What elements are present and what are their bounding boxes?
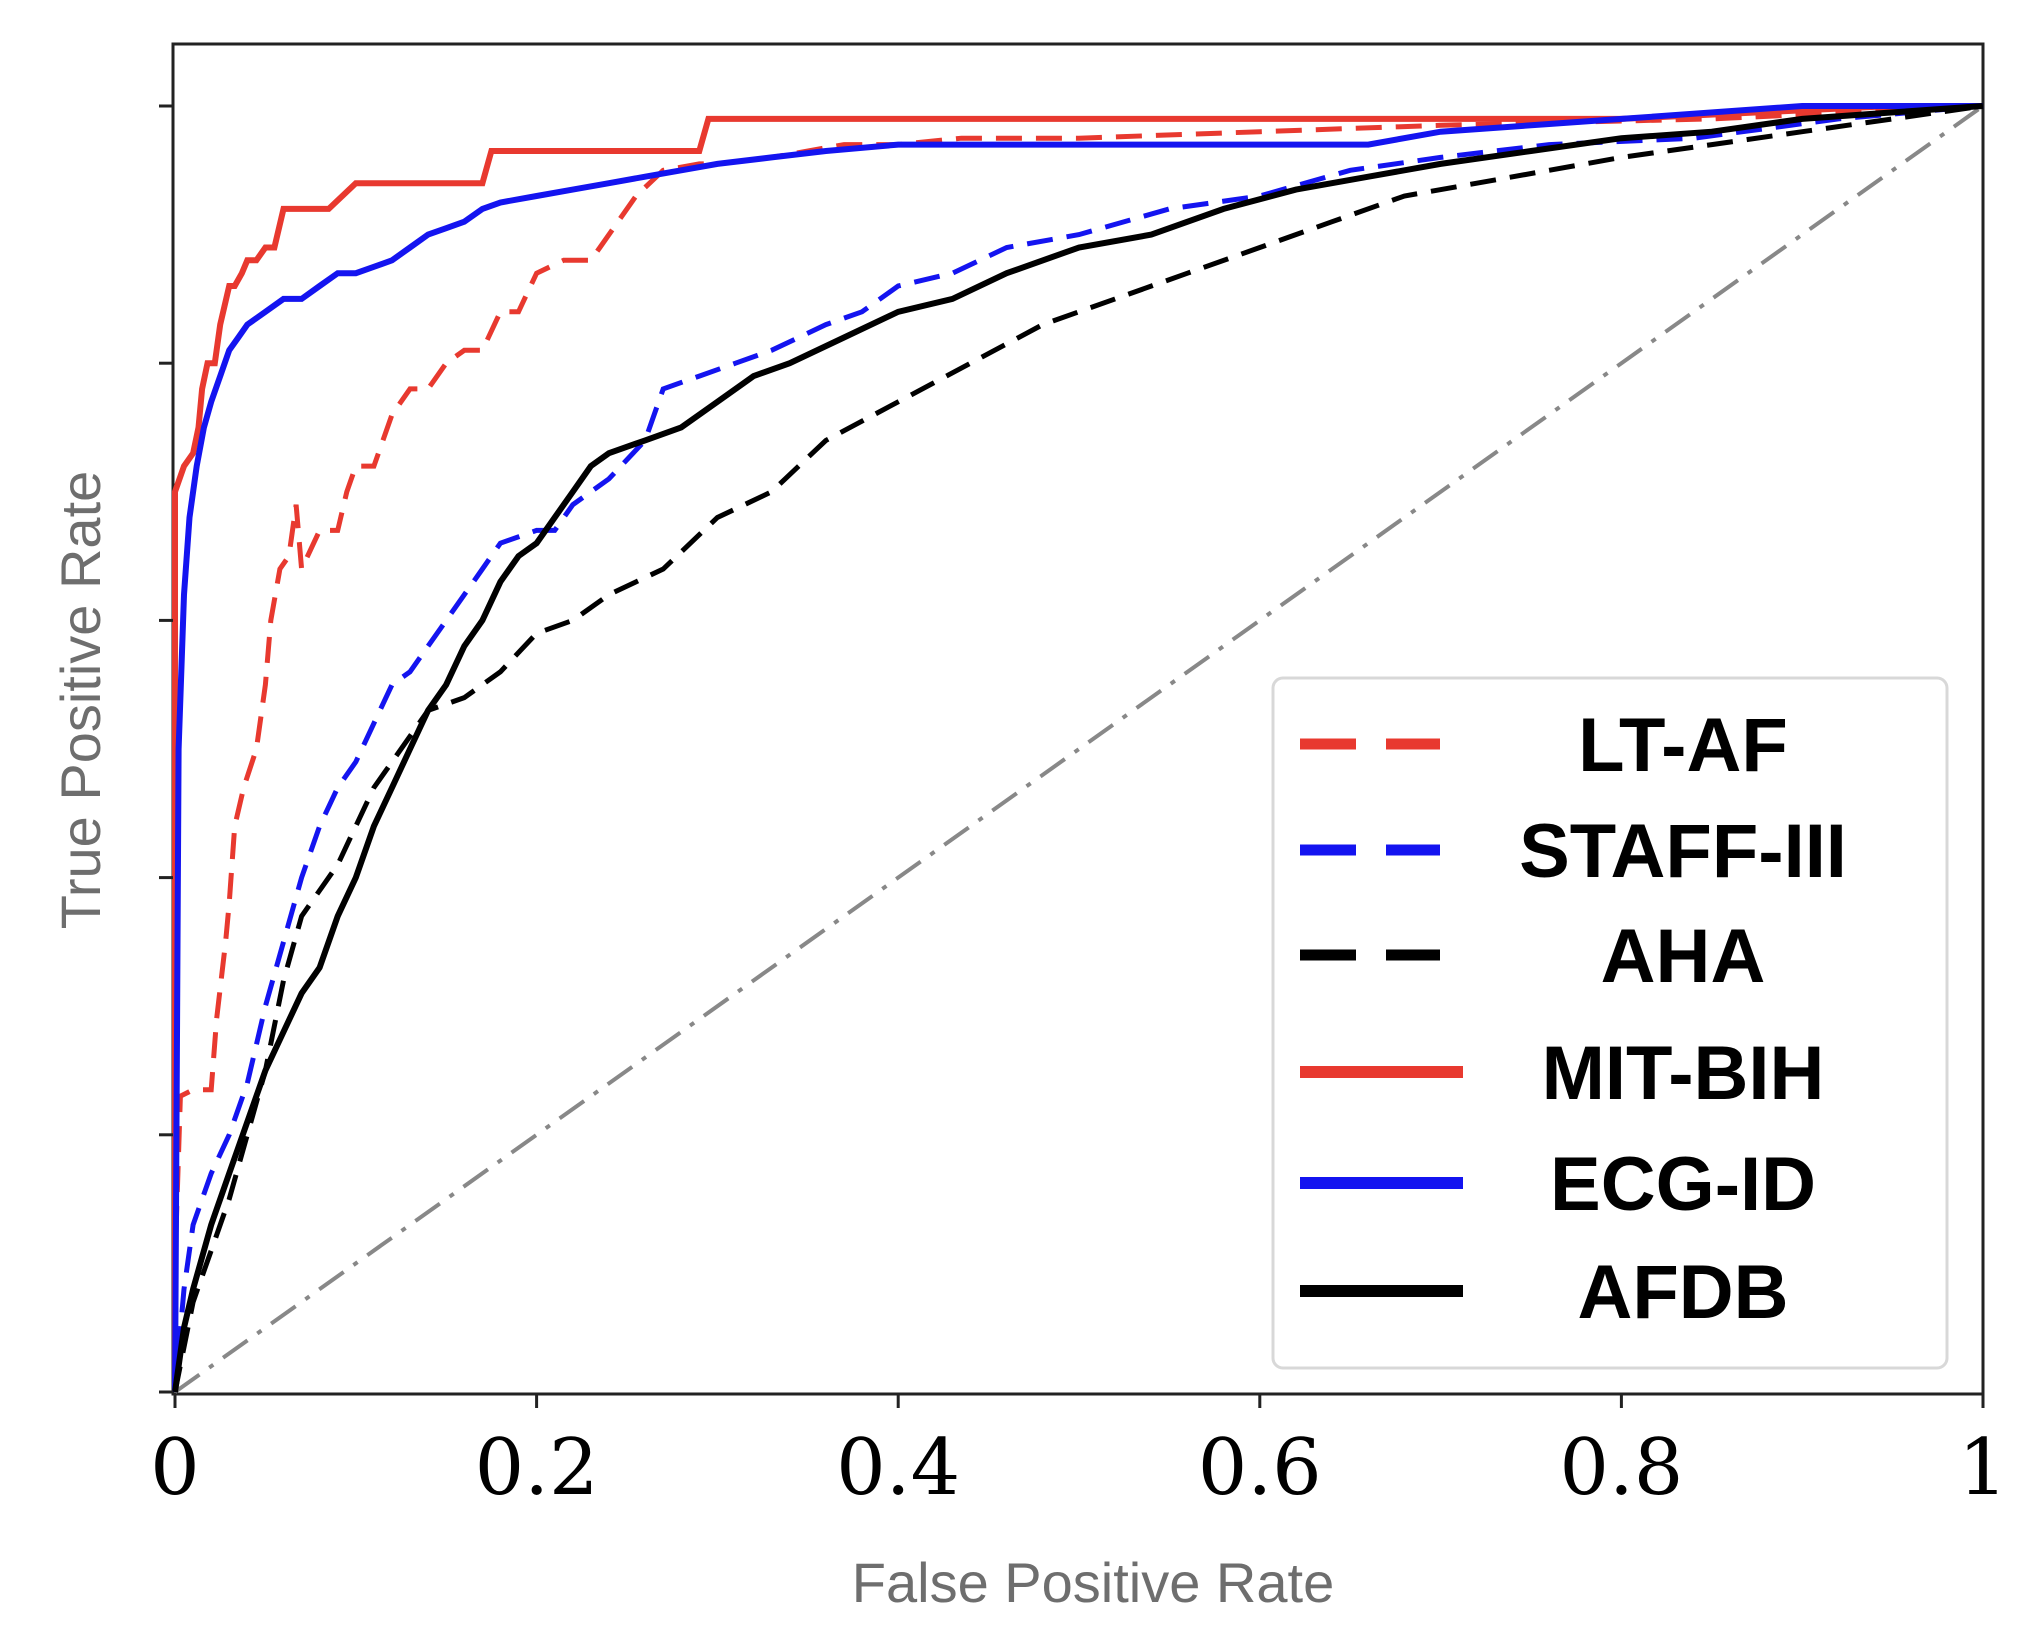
x-tick-label: 0.4 [836,1423,960,1513]
ticks-layer: 0 0.2 0.4 0.6 0.8 1 [150,104,2008,1513]
x-tick-label: 0 [150,1423,200,1513]
legend-box [1271,676,1949,1370]
series-line-mit-bih [172,103,1983,1392]
legend-label: STAFF-III [1519,809,1847,894]
series-line-lt-af [172,103,1984,1392]
y-axis-title: True Positive Rate [49,471,112,930]
x-tick-label: 0.2 [475,1423,599,1513]
series-line-staff-iii [172,103,1984,1393]
legend-label: MIT-BIH [1542,1031,1825,1116]
chance-reference-line [173,104,1985,1394]
series-layer [172,103,1984,1393]
series-line-ecg-id [172,103,1983,1393]
series-line-aha [172,103,1984,1393]
legend-label: ECG-ID [1550,1142,1816,1227]
x-tick-label: 1 [1958,1423,2008,1513]
legend-label: AHA [1601,914,1766,999]
legend-entry-aha: AHA [1300,914,1765,999]
x-tick-label: 0.8 [1559,1423,1683,1513]
x-tick-label: 0.6 [1198,1423,1322,1513]
legend-entry-lt-af: LT-AF [1300,703,1788,788]
legend: LT-AF STAFF-III AHA MIT-BIH ECG-ID AFDB [1271,676,1949,1370]
legend-entry-mit-bih: MIT-BIH [1300,1031,1824,1116]
legend-label: LT-AF [1578,703,1788,788]
legend-entry-afdb: AFDB [1300,1250,1789,1335]
series-line-afdb [172,103,1984,1393]
x-axis-title: False Positive Rate [852,1551,1334,1614]
legend-items: LT-AF STAFF-III AHA MIT-BIH ECG-ID AFDB [1300,703,1847,1335]
legend-label: AFDB [1577,1250,1788,1335]
legend-entry-ecg-id: ECG-ID [1300,1142,1816,1227]
legend-entry-staff-iii: STAFF-III [1300,809,1847,894]
reference-layer [173,104,1985,1394]
